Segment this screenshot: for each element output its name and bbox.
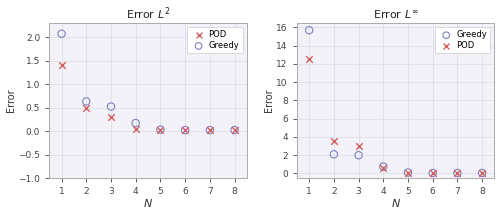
- Greedy: [380, 165, 388, 168]
- Greedy: [230, 128, 238, 132]
- POD: [404, 171, 412, 174]
- POD: [354, 144, 362, 148]
- POD: [206, 128, 214, 132]
- Greedy: [58, 32, 66, 35]
- Greedy: [404, 171, 412, 174]
- POD: [107, 115, 115, 119]
- POD: [454, 171, 462, 175]
- POD: [132, 127, 140, 130]
- X-axis label: $N$: $N$: [143, 197, 153, 209]
- POD: [181, 128, 189, 132]
- POD: [82, 107, 90, 110]
- Greedy: [206, 128, 214, 132]
- POD: [156, 128, 164, 131]
- POD: [58, 63, 66, 67]
- POD: [330, 139, 338, 142]
- X-axis label: $N$: $N$: [390, 197, 400, 209]
- POD: [478, 171, 486, 175]
- Legend: POD, Greedy: POD, Greedy: [187, 27, 242, 53]
- POD: [230, 128, 238, 132]
- Greedy: [107, 105, 115, 108]
- Greedy: [354, 154, 362, 157]
- Y-axis label: Error: Error: [264, 89, 274, 112]
- POD: [380, 167, 388, 170]
- Greedy: [305, 29, 313, 32]
- POD: [428, 171, 436, 175]
- Greedy: [156, 128, 164, 131]
- Greedy: [478, 171, 486, 175]
- Title: Error $L^\infty$: Error $L^\infty$: [373, 8, 418, 21]
- Greedy: [428, 171, 436, 175]
- Greedy: [454, 171, 462, 175]
- Title: Error $L^2$: Error $L^2$: [126, 6, 170, 22]
- Greedy: [330, 153, 338, 156]
- Y-axis label: Error: Error: [6, 89, 16, 112]
- Legend: Greedy, POD: Greedy, POD: [434, 27, 490, 53]
- Greedy: [181, 128, 189, 132]
- Greedy: [82, 100, 90, 103]
- Greedy: [132, 121, 140, 125]
- POD: [305, 58, 313, 61]
